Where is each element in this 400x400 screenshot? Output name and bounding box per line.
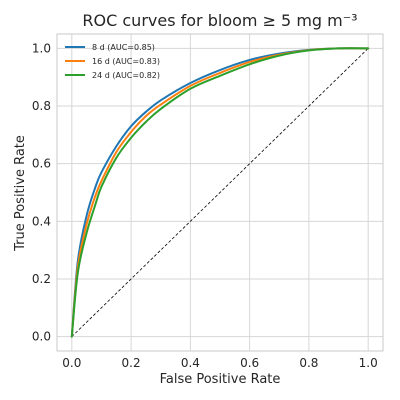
chart-title: ROC curves for bloom ≥ 5 mg m⁻³ [82, 11, 357, 30]
x-tick-label: 0.2 [122, 356, 141, 370]
y-tick-label: 1.0 [32, 41, 51, 55]
x-tick-label: 0.8 [299, 356, 318, 370]
y-tick-label: 0.8 [32, 99, 51, 113]
x-tick-label: 0.4 [181, 356, 200, 370]
x-tick-label: 0.6 [240, 356, 259, 370]
series-line-2 [70, 47, 370, 338]
y-tick-label: 0.4 [32, 214, 51, 228]
x-tick-label: 0.0 [62, 356, 81, 370]
legend: 8 d (AUC=0.85) 16 d (AUC=0.83) 24 d (AUC… [65, 43, 160, 80]
plot-frame [56, 33, 384, 352]
y-tick-labels: 0.0 0.2 0.4 0.6 0.8 1.0 [32, 41, 51, 343]
legend-label-16d: 16 d (AUC=0.83) [92, 57, 160, 66]
y-tick-label: 0.6 [32, 157, 51, 171]
legend-label-24d: 24 d (AUC=0.82) [92, 71, 160, 80]
x-tick-labels: 0.0 0.2 0.4 0.6 0.8 1.0 [62, 356, 377, 370]
legend-item: 8 d (AUC=0.85) [65, 43, 155, 52]
y-tick-label: 0.2 [32, 272, 51, 286]
x-tick-label: 1.0 [359, 356, 378, 370]
chance-diagonal-line [71, 48, 369, 337]
x-axis-label: False Positive Rate [160, 372, 281, 387]
legend-label-8d: 8 d (AUC=0.85) [92, 43, 155, 52]
legend-item: 24 d (AUC=0.82) [65, 71, 160, 80]
series-lines [70, 47, 370, 338]
legend-item: 16 d (AUC=0.83) [65, 57, 160, 66]
y-axis-label: True Positive Rate [13, 135, 28, 252]
y-tick-label: 0.0 [32, 330, 51, 344]
reference-diagonal [71, 48, 369, 337]
